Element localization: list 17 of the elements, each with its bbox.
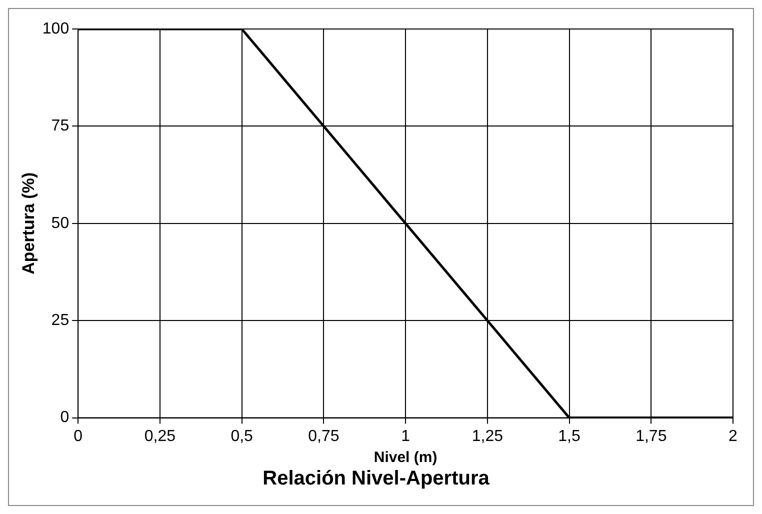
x-tick-label: 0 (74, 428, 83, 445)
x-axis-title: Nivel (m) (374, 449, 438, 466)
x-tick-label: 1 (401, 428, 410, 445)
y-tick-label: 100 (42, 20, 70, 38)
x-tick-label: 0,75 (308, 428, 340, 445)
x-tick-label: 1,25 (472, 428, 504, 445)
y-tick-label: 0 (60, 409, 70, 426)
y-axis-title: Apertura (%) (18, 172, 38, 274)
x-tick-label: 0,25 (144, 428, 176, 445)
y-tick-label: 25 (51, 312, 70, 330)
y-tick-label: 50 (51, 214, 70, 232)
text: Relación Nivel-Apertura (262, 468, 490, 490)
x-tick-label: 2 (728, 428, 738, 445)
x-tick-label: 0,5 (230, 428, 254, 445)
y-tick-label: 75 (51, 118, 70, 135)
x-tick-label: 1,75 (636, 428, 667, 445)
x-tick-label: 1,5 (558, 428, 580, 445)
